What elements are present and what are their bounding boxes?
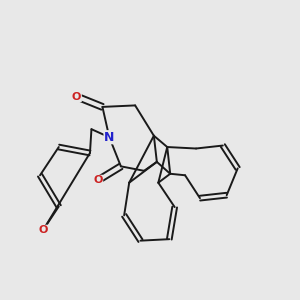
- Text: O: O: [93, 175, 103, 185]
- Text: N: N: [104, 131, 115, 144]
- Text: O: O: [72, 92, 81, 101]
- Text: O: O: [38, 225, 48, 235]
